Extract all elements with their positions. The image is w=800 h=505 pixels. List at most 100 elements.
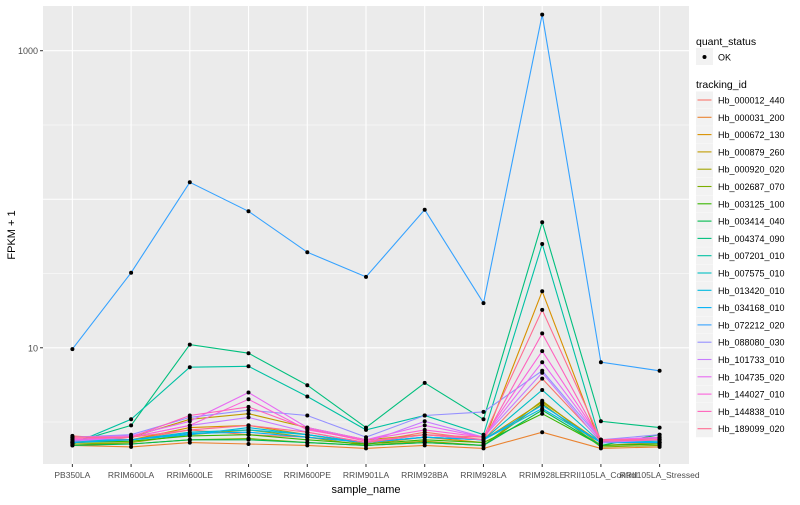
legend-label: Hb_072212_020 (718, 320, 785, 330)
data-point (364, 440, 368, 445)
legend-label: Hb_144027_010 (718, 390, 785, 400)
data-point (422, 207, 427, 212)
data-point (246, 415, 251, 420)
data-point (422, 423, 427, 428)
data-point (481, 301, 486, 306)
legend-label: Hb_000012_440 (718, 96, 785, 106)
data-point (246, 423, 251, 428)
data-point (540, 220, 545, 225)
data-point (540, 12, 545, 17)
x-tick-label: PB350LA (54, 470, 90, 480)
data-point (540, 406, 545, 411)
data-point (246, 390, 251, 395)
data-point (305, 383, 310, 388)
data-point (657, 368, 662, 373)
data-point (246, 397, 251, 402)
data-point (129, 444, 134, 449)
x-tick-label: RRIM928LA (460, 470, 507, 480)
data-point (657, 440, 662, 445)
x-tick-label: RRIM600SE (225, 470, 273, 480)
x-axis-title: sample_name (331, 484, 400, 496)
data-point (540, 411, 545, 416)
data-point (481, 435, 486, 440)
data-point (305, 440, 310, 445)
data-point (246, 411, 251, 416)
data-point (422, 440, 427, 445)
legend-label: Hb_000879_260 (718, 147, 785, 157)
x-axis: PB350LA RRIM600LA RRIM600LE RRIM600SE RRIM60… (54, 464, 700, 480)
data-point (540, 398, 545, 403)
data-point (540, 376, 545, 381)
data-point (246, 442, 251, 446)
shape-legend-title: quant_status (696, 36, 756, 48)
legend-ok-point (702, 55, 707, 59)
data-point (246, 430, 251, 435)
data-point (422, 443, 427, 448)
data-point (246, 209, 251, 214)
data-point (187, 423, 192, 428)
data-point (540, 242, 545, 246)
legend-label: Hb_104735_020 (718, 372, 785, 382)
points-layer (70, 12, 662, 451)
data-point (246, 351, 251, 356)
legend-label: Hb_013420_010 (718, 286, 785, 296)
grid-layer (43, 6, 689, 464)
data-point (246, 404, 251, 409)
data-point (70, 347, 75, 352)
legend: quant_status tracking_id OK Hb_000012_440… (696, 36, 785, 438)
data-point (598, 419, 603, 424)
data-point (187, 413, 192, 418)
data-point (422, 419, 427, 424)
data-point (540, 388, 545, 392)
data-point (540, 403, 545, 408)
data-point (364, 446, 368, 451)
x-tick-label: RRII105LA_Control (564, 470, 638, 480)
legend-label: Hb_007575_010 (718, 269, 785, 279)
x-tick-label: RRIM600PE (284, 470, 332, 480)
data-point (540, 331, 545, 336)
legend-label: Hb_088080_030 (718, 338, 785, 348)
legend-label: Hb_034168_010 (718, 303, 785, 313)
x-tick-label: RRIM901LA (343, 470, 390, 480)
legend-label: Hb_000920_020 (718, 165, 785, 175)
x-tick-label: RRIM928BA (401, 470, 449, 480)
data-point (422, 413, 427, 418)
y-tick-label: 1000 (18, 46, 38, 56)
legend-label: Hb_101733_010 (718, 355, 785, 365)
data-point (305, 426, 310, 431)
data-point (187, 419, 192, 424)
data-point (598, 437, 603, 442)
data-point (481, 440, 486, 445)
data-point (540, 289, 545, 294)
legend-label: Hb_189099_020 (718, 424, 785, 434)
data-point (187, 440, 192, 445)
data-point (364, 427, 368, 432)
data-point (129, 442, 134, 446)
data-point (129, 423, 134, 428)
legend-label: Hb_007201_010 (718, 251, 785, 261)
legend-label: Hb_000031_200 (718, 113, 785, 123)
legend-label: Hb_002687_070 (718, 182, 785, 192)
data-point (187, 342, 192, 347)
data-point (305, 250, 310, 255)
data-point (364, 274, 368, 279)
data-point (422, 432, 427, 437)
data-point (540, 370, 545, 375)
data-point (187, 365, 192, 370)
data-point (246, 408, 251, 413)
data-point (246, 364, 251, 369)
data-point (540, 307, 545, 312)
data-point (657, 437, 662, 442)
color-legend-title: tracking_id (696, 79, 747, 91)
data-point (364, 443, 368, 448)
data-point (657, 425, 662, 430)
legend-label: Hb_004374_090 (718, 234, 785, 244)
data-point (129, 435, 134, 440)
data-point (129, 270, 134, 275)
x-tick-label: RRIM600LE (167, 470, 214, 480)
legend-label: Hb_003414_040 (718, 217, 785, 227)
data-point (540, 349, 545, 354)
legend-label: Hb_000672_130 (718, 130, 785, 140)
data-point (481, 446, 486, 451)
